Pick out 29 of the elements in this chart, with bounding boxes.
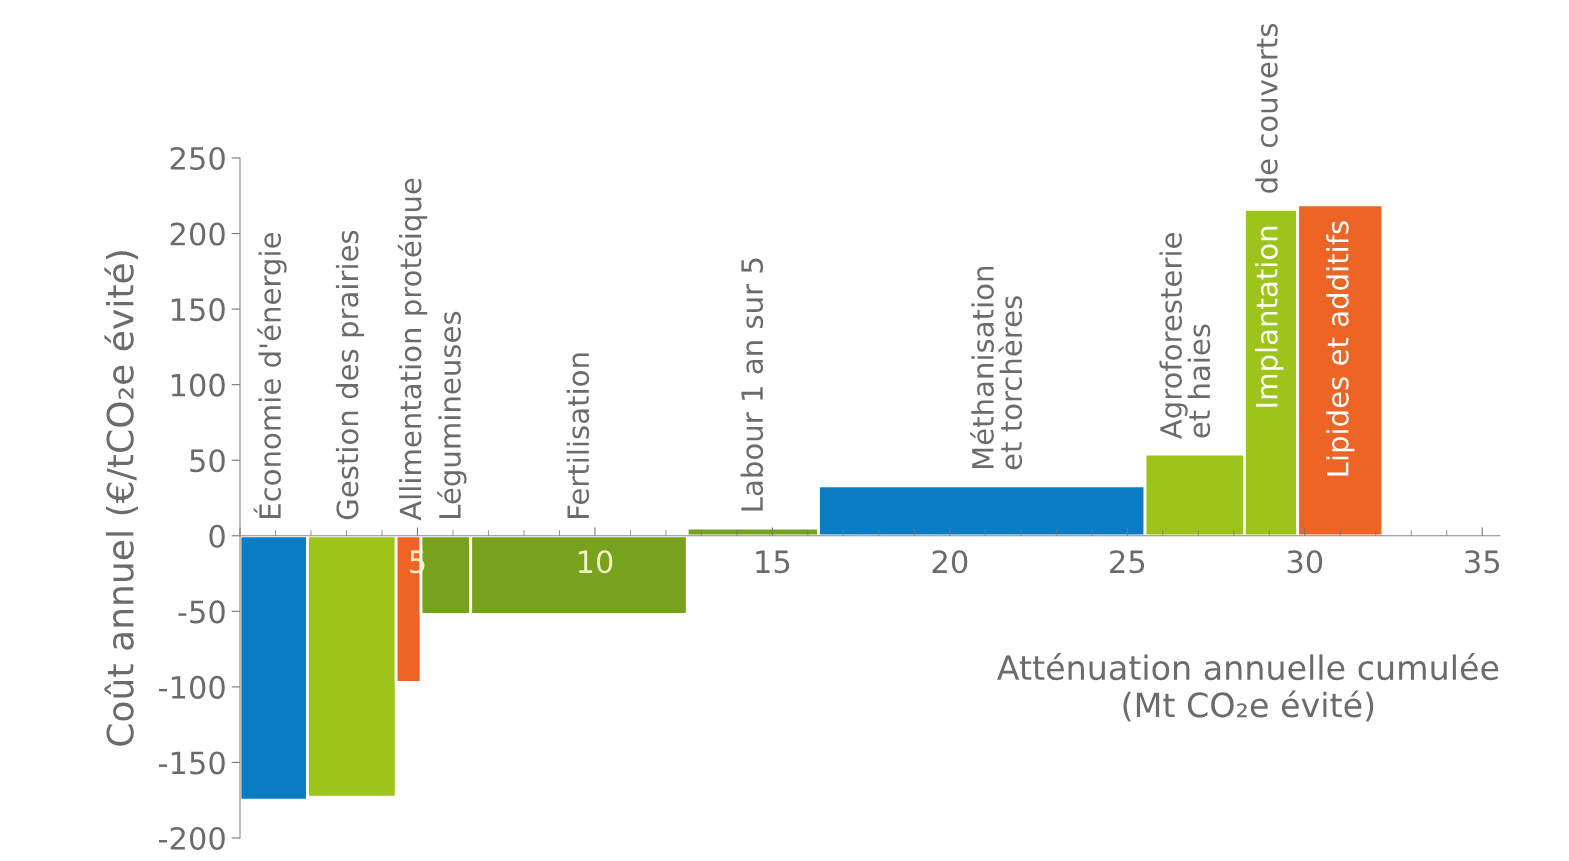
x-axis-title: Atténuation annuelle cumulée (Mt CO₂e évité)	[997, 653, 1499, 722]
annotation: de couverts	[1255, 23, 1278, 193]
x-tick-label: 35	[1465, 550, 1500, 574]
annotation: Fertilisation	[566, 353, 590, 518]
annotation: Allimentation protéique	[397, 178, 428, 521]
y-tick-label: -100	[158, 675, 225, 699]
x-tick-label: 25	[1110, 550, 1145, 574]
y-tick-label: 0	[209, 524, 225, 548]
y-tick-label: 200	[170, 222, 225, 246]
x-tick-label: 20	[932, 550, 968, 574]
annotation: Légumineuses	[437, 311, 467, 518]
y-tick-label: 150	[171, 298, 225, 322]
x-tick-label: 30	[1287, 550, 1323, 574]
y-tick-label: -50	[178, 600, 225, 624]
x-tick-label: 15	[756, 550, 790, 574]
annotation: Économie d'énergie	[253, 233, 287, 518]
annotation: Méthanisation et torchères	[970, 267, 1023, 470]
y-tick-label: 50	[190, 449, 225, 473]
annotation: Lipides et additifs	[1326, 221, 1355, 476]
y-tick-label: 100	[171, 373, 225, 397]
annotation: Implantation	[1255, 226, 1284, 407]
y-tick-label: -200	[158, 826, 225, 851]
x-tick-label: 10	[578, 550, 613, 574]
y-axis-title: Coût annuel (€/tCO₂e évité)	[104, 251, 139, 746]
annotation: Agroforesterie et haies	[1159, 233, 1211, 439]
annotation: Labour 1 an sur 5	[740, 258, 764, 511]
annotation: Gestion des prairies	[335, 230, 365, 520]
y-tick-label: 250	[170, 146, 225, 171]
y-tick-label: -150	[158, 751, 225, 775]
